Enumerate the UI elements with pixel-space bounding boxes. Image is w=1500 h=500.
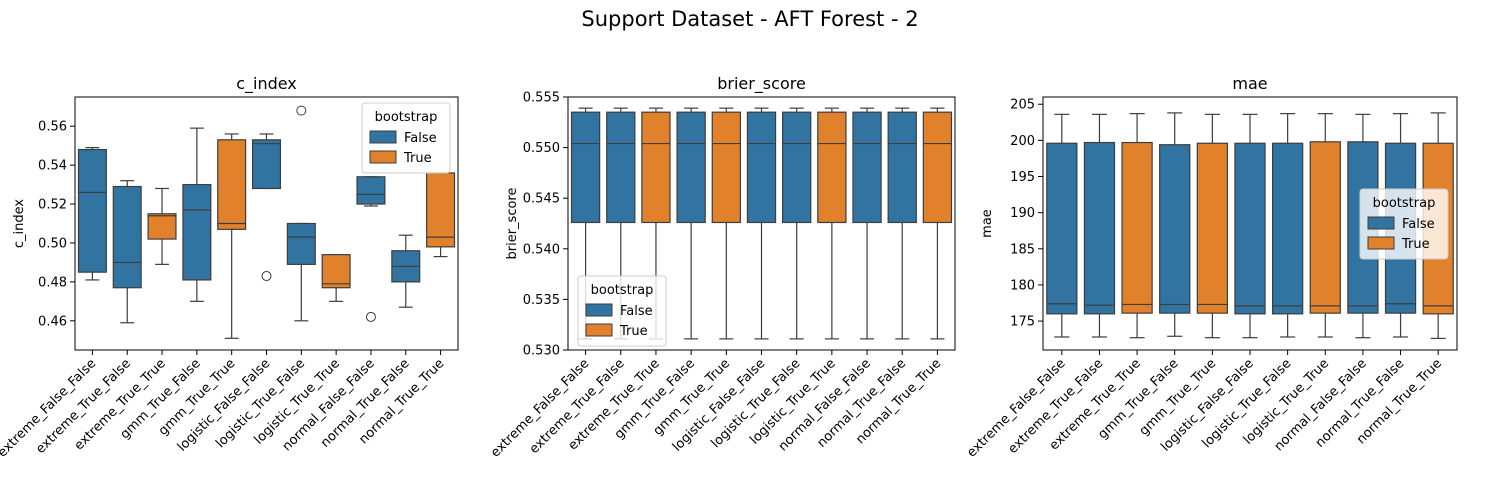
outlier-point — [296, 105, 307, 116]
y-tick-label: 0.550 — [523, 141, 560, 156]
box-normal-false-false — [356, 176, 386, 205]
y-axis-label: brier_score — [505, 188, 520, 260]
subplot-title: mae — [1232, 74, 1267, 93]
box-gmm-true-true — [217, 139, 247, 230]
box-extreme-true-false — [112, 185, 142, 289]
y-tick-label: 0.530 — [523, 344, 560, 359]
box-logistic-true-false — [1271, 142, 1304, 315]
y-tick-label: 0.48 — [38, 275, 67, 290]
box-normal-true-false — [887, 111, 917, 224]
y-axis-label: c_index — [12, 199, 27, 249]
y-tick-label: 200 — [1010, 134, 1035, 149]
box-gmm-true-false — [676, 111, 706, 224]
y-axis-label: mae — [980, 209, 995, 238]
box-extreme-false-false — [77, 148, 107, 273]
legend-label-false: False — [404, 131, 437, 146]
outlier-point — [365, 311, 376, 322]
y-tick-label: 0.540 — [523, 242, 560, 257]
y-tick-label: 0.54 — [38, 159, 67, 174]
y-tick-label: 0.46 — [38, 314, 67, 329]
legend-label-true: True — [1401, 237, 1430, 252]
box-logistic-false-false — [251, 139, 282, 190]
legend-swatch-false — [369, 130, 397, 144]
box-logistic-true-false — [782, 111, 812, 224]
box-normal-true-true — [426, 172, 456, 248]
y-tick-label: 175 — [1010, 315, 1035, 330]
box-logistic-true-true — [321, 254, 351, 289]
axes-frame — [1042, 96, 1458, 351]
y-tick-label: 0.545 — [523, 192, 560, 207]
y-tick-label: 205 — [1010, 98, 1035, 113]
box-extreme-true-true — [641, 111, 671, 224]
box-normal-true-true — [922, 111, 953, 224]
chart-panel-mae: mae175180185190195200205maeextreme_False… — [964, 74, 1458, 461]
chart-panel-c-index: c_index0.460.480.500.520.540.56c_indexex… — [0, 74, 459, 461]
box-extreme-false-false — [1046, 142, 1078, 315]
y-tick-label: 180 — [1010, 278, 1035, 293]
subplot-title: c_index — [236, 74, 297, 94]
y-tick-label: 190 — [1010, 206, 1035, 221]
axes-frame — [567, 96, 956, 351]
legend-swatch-true — [1367, 236, 1395, 250]
legend-label-false: False — [1402, 217, 1435, 232]
y-tick-label: 0.535 — [523, 293, 560, 308]
y-tick-label: 185 — [1010, 242, 1035, 257]
box-normal-false-false — [852, 111, 882, 224]
legend-title: bootstrap — [591, 283, 654, 298]
box-gmm-true-true — [711, 111, 741, 224]
box-extreme-false-false — [570, 111, 601, 224]
box-gmm-true-true — [1196, 142, 1229, 314]
legend-swatch-false — [585, 303, 613, 317]
box-gmm-true-false — [1159, 144, 1191, 314]
subplot-title: brier_score — [717, 74, 806, 94]
legend-swatch-true — [585, 323, 613, 337]
box-extreme-true-false — [606, 111, 636, 224]
y-tick-label: 195 — [1010, 170, 1035, 185]
legend-swatch-true — [369, 150, 397, 164]
legend-label-false: False — [620, 304, 653, 319]
y-tick-label: 0.52 — [38, 198, 67, 213]
box-logistic-true-true — [817, 111, 847, 224]
outlier-point — [261, 271, 272, 282]
legend-swatch-false — [1367, 216, 1395, 230]
box-gmm-true-false — [182, 183, 212, 281]
y-tick-label: 0.56 — [38, 120, 67, 135]
box-extreme-true-true — [147, 213, 177, 240]
axes-frame — [74, 96, 459, 351]
box-logistic-true-true — [1309, 141, 1341, 314]
box-logistic-false-false — [746, 111, 777, 224]
box-extreme-true-false — [1083, 141, 1116, 315]
y-tick-label: 0.555 — [523, 91, 560, 106]
box-logistic-true-false — [286, 222, 316, 265]
box-extreme-true-true — [1121, 141, 1153, 314]
legend-title: bootstrap — [1373, 196, 1436, 211]
chart-panel-brier-score: brier_score 0.530 0.535 0.540 0.545 0.550 0.55… — [488, 74, 956, 461]
box-logistic-false-false — [1234, 142, 1266, 315]
y-tick-label: 0.50 — [38, 236, 67, 251]
legend-title: bootstrap — [375, 110, 438, 125]
legend-label-true: True — [619, 324, 648, 339]
figure-title: Support Dataset - AFT Forest - 2 — [581, 7, 918, 31]
legend-label-true: True — [403, 151, 432, 166]
